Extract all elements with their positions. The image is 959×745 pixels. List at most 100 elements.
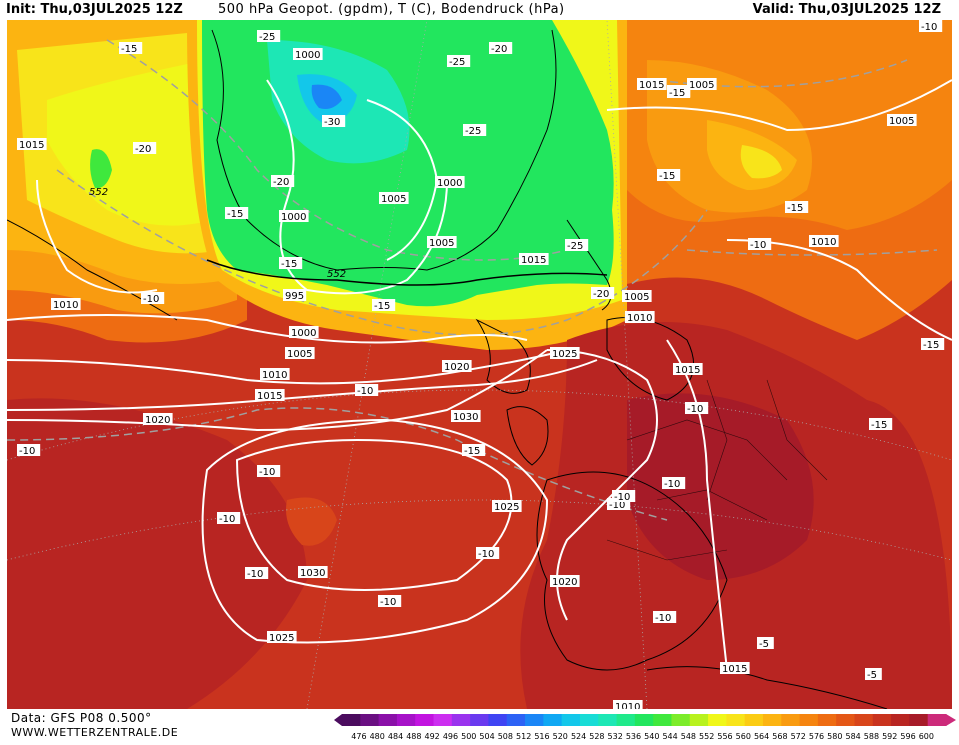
pressure-label: 1015 — [519, 253, 549, 266]
temperature-label: -10 — [217, 512, 241, 525]
pressure-label: 1015 — [673, 363, 703, 376]
isobar-1015-west — [36, 179, 158, 294]
legend-tick-label: 528 — [589, 732, 604, 741]
svg-text:-15: -15 — [923, 340, 939, 351]
temperature-label: -15 — [279, 257, 303, 270]
legend-arrow-left — [334, 714, 342, 726]
legend-tick-label: 476 — [351, 732, 366, 741]
temperature-label: -25 — [565, 239, 589, 252]
pressure-label: 1020 — [143, 413, 173, 426]
svg-text:1015: 1015 — [257, 391, 282, 402]
pressure-label: 1020 — [550, 575, 580, 588]
legend-tick-label: 556 — [717, 732, 732, 741]
temperature-label: -20 — [591, 287, 615, 300]
field-southwest-592 — [7, 398, 307, 709]
temperature-label: -10 — [748, 238, 772, 251]
legend-bar: 476 480 484 488 492 496 500 504 508 512 516 520 524 5… — [334, 714, 956, 741]
temperature-label: -25 — [447, 55, 471, 68]
legend-swatch — [470, 714, 489, 726]
svg-text:552: 552 — [327, 269, 346, 280]
legend-tick-label: 512 — [516, 732, 531, 741]
pressure-label: 1025 — [492, 500, 522, 513]
svg-text:-10: -10 — [609, 500, 625, 511]
field-trough-524 — [311, 84, 342, 109]
pressure-label: 1015 — [255, 389, 285, 402]
legend-tick-label: 580 — [827, 732, 842, 741]
legend-tick-label: 552 — [699, 732, 714, 741]
legend-swatch — [488, 714, 508, 726]
isobar-1015-east — [666, 339, 728, 671]
isobar-1005-ne — [606, 79, 952, 132]
valid-time: Valid: Thu,03JUL2025 12Z — [752, 2, 941, 17]
svg-text:1005: 1005 — [624, 292, 649, 303]
svg-text:1020: 1020 — [145, 415, 170, 426]
legend-tick-label: 544 — [662, 732, 677, 741]
svg-text:1015: 1015 — [521, 255, 546, 266]
svg-text:-15: -15 — [669, 88, 685, 99]
isobar-1020-east — [546, 349, 658, 621]
svg-text:-25: -25 — [259, 32, 275, 43]
isobar-1020 — [7, 349, 548, 432]
legend-swatch — [433, 714, 453, 726]
svg-text:1030: 1030 — [300, 568, 325, 579]
pressure-label: 1030 — [298, 566, 328, 579]
legend-tick-label: 516 — [534, 732, 549, 741]
legend-swatch — [653, 714, 672, 726]
legend-tick-label: 592 — [882, 732, 897, 741]
svg-text:1000: 1000 — [295, 50, 320, 61]
legend-tick-label: 540 — [644, 732, 659, 741]
svg-text:-15: -15 — [871, 420, 887, 431]
legend-swatch — [378, 714, 398, 726]
pressure-label: 1005 — [887, 114, 917, 127]
legend-swatch — [872, 714, 892, 726]
pressure-label: 1005 — [427, 236, 457, 249]
temperature-label: -20 — [271, 175, 295, 188]
legend-swatch — [543, 714, 563, 726]
svg-text:-15: -15 — [659, 171, 675, 182]
legend-tick-label: 548 — [681, 732, 696, 741]
isotherm-10 — [7, 407, 668, 521]
temperature-label: -10 — [476, 547, 500, 560]
legend-swatch — [909, 714, 929, 726]
legend-tick-label: 484 — [388, 732, 403, 741]
svg-text:552: 552 — [89, 187, 108, 198]
svg-text:-10: -10 — [259, 467, 275, 478]
svg-text:1000: 1000 — [291, 328, 316, 339]
svg-text:1005: 1005 — [689, 80, 714, 91]
legend-swatch — [854, 714, 874, 726]
legend-tick-label: 600 — [919, 732, 934, 741]
legend-swatch — [708, 714, 727, 726]
website-url[interactable]: WWW.WETTERZENTRALE.DE — [11, 726, 179, 739]
temperature-label: -15 — [462, 444, 486, 457]
isotherm-15-ne — [656, 59, 908, 88]
legend-tick-label: 536 — [626, 732, 641, 741]
svg-text:1005: 1005 — [889, 116, 914, 127]
legend-swatch — [726, 714, 746, 726]
svg-text:-25: -25 — [567, 241, 583, 252]
temperature-label: -25 — [463, 124, 487, 137]
svg-text:-10: -10 — [687, 404, 703, 415]
pressure-label: 1025 — [550, 347, 580, 360]
legend-swatch — [360, 714, 380, 726]
pressure-label: 1010 — [809, 235, 839, 248]
pressure-label: 1020 — [442, 360, 472, 373]
legend-tick-label: 508 — [498, 732, 513, 741]
svg-text:1020: 1020 — [552, 577, 577, 588]
svg-text:1015: 1015 — [639, 80, 664, 91]
temperature-label: -15 — [225, 207, 249, 220]
pressure-label: 1025 — [267, 631, 297, 644]
temperature-label: -5 — [757, 637, 774, 650]
temperature-label: -15 — [869, 418, 893, 431]
isotherm-20 — [106, 39, 568, 261]
temperature-label: -10 — [662, 477, 686, 490]
pressure-label: 1010 — [51, 298, 81, 311]
legend-tick-label: 568 — [772, 732, 787, 741]
legend-swatch — [836, 714, 855, 726]
pressure-label: 1000 — [279, 210, 309, 223]
pressure-label: 1000 — [293, 48, 323, 61]
legend-swatch — [561, 714, 581, 726]
svg-text:1025: 1025 — [494, 502, 519, 513]
africa-coast — [646, 666, 888, 709]
svg-text:-10: -10 — [357, 386, 373, 397]
svg-text:-30: -30 — [324, 117, 340, 128]
